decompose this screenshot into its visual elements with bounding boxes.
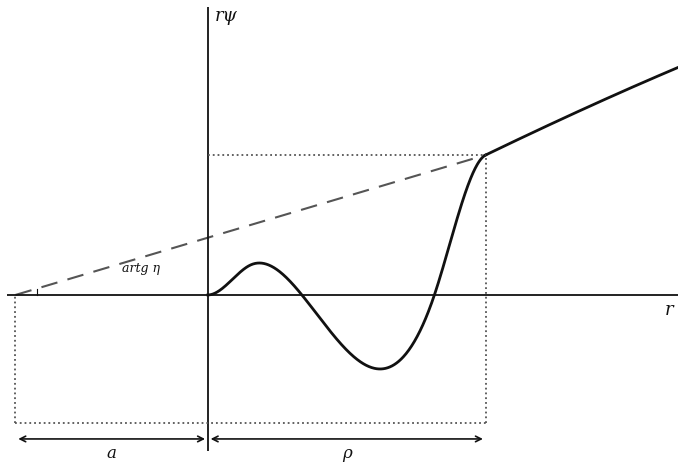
Text: artg η: artg η: [123, 262, 160, 275]
Text: r: r: [665, 301, 674, 319]
Text: ρ: ρ: [342, 445, 351, 462]
Text: a: a: [107, 445, 116, 462]
Text: rψ: rψ: [214, 7, 237, 25]
